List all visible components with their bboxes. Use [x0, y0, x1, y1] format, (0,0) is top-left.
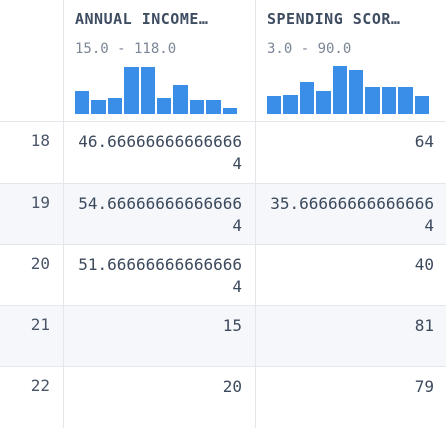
column-range: 15.0 - 118.0 — [75, 41, 177, 57]
cell-annual-income[interactable]: 46.666666666666664 — [78, 132, 242, 173]
histogram-bar — [398, 87, 413, 114]
column-divider — [63, 0, 64, 428]
row-index: 21 — [30, 315, 50, 334]
cell-annual-income[interactable]: 15 — [222, 316, 242, 335]
cell-spending-score[interactable]: 81 — [414, 316, 434, 335]
grid-header: ANNUAL INCOME… 15.0 - 118.0 SPENDING SCO… — [0, 0, 446, 122]
column-divider — [255, 0, 256, 428]
histogram-bar — [222, 108, 237, 114]
histogram-bar — [414, 96, 429, 114]
histogram-bar — [299, 82, 315, 114]
cell-spending-score[interactable]: 79 — [414, 377, 434, 396]
row-index: 18 — [30, 131, 50, 150]
cell-annual-income[interactable]: 20 — [222, 377, 242, 396]
histogram-bar — [316, 91, 331, 114]
column-title: ANNUAL INCOME… — [75, 10, 209, 28]
column-range: 3.0 - 90.0 — [267, 41, 352, 57]
column-histogram — [75, 66, 237, 114]
histogram-bar — [173, 85, 188, 114]
column-histogram — [267, 66, 429, 114]
histogram-bar — [189, 100, 205, 114]
cell-spending-score[interactable]: 64 — [414, 132, 434, 151]
histogram-bar — [140, 67, 155, 114]
cell-annual-income[interactable]: 54.666666666666664 — [78, 194, 242, 235]
cell-spending-score[interactable]: 40 — [414, 255, 434, 274]
histogram-bar — [124, 67, 139, 114]
histogram-bar — [206, 100, 221, 114]
column-header-spending-score[interactable]: SPENDING SCOR… 3.0 - 90.0 — [255, 0, 446, 122]
histogram-bar — [283, 95, 298, 114]
row-index: 19 — [30, 193, 50, 212]
column-title: SPENDING SCOR… — [267, 10, 401, 28]
histogram-bar — [365, 87, 380, 114]
histogram-bar — [332, 66, 347, 114]
table-row[interactable]: 21 15 81 — [0, 306, 446, 367]
table-row[interactable]: 19 54.666666666666664 35.666666666666664 — [0, 184, 446, 245]
histogram-bar — [75, 91, 90, 114]
table-row[interactable]: 22 20 79 — [0, 367, 446, 428]
table-row[interactable]: 18 46.666666666666664 64 — [0, 122, 446, 184]
histogram-bar — [267, 96, 282, 114]
cell-spending-score[interactable]: 35.666666666666664 — [270, 194, 434, 235]
histogram-bar — [91, 100, 106, 114]
column-header-annual-income[interactable]: ANNUAL INCOME… 15.0 - 118.0 — [63, 0, 255, 122]
histogram-bar — [157, 98, 172, 114]
histogram-bar — [107, 98, 123, 114]
row-index: 22 — [30, 376, 50, 395]
histogram-bar — [381, 87, 397, 114]
row-index: 20 — [30, 254, 50, 273]
histogram-bar — [349, 70, 364, 114]
table-row[interactable]: 20 51.666666666666664 40 — [0, 245, 446, 306]
cell-annual-income[interactable]: 51.666666666666664 — [78, 255, 242, 296]
